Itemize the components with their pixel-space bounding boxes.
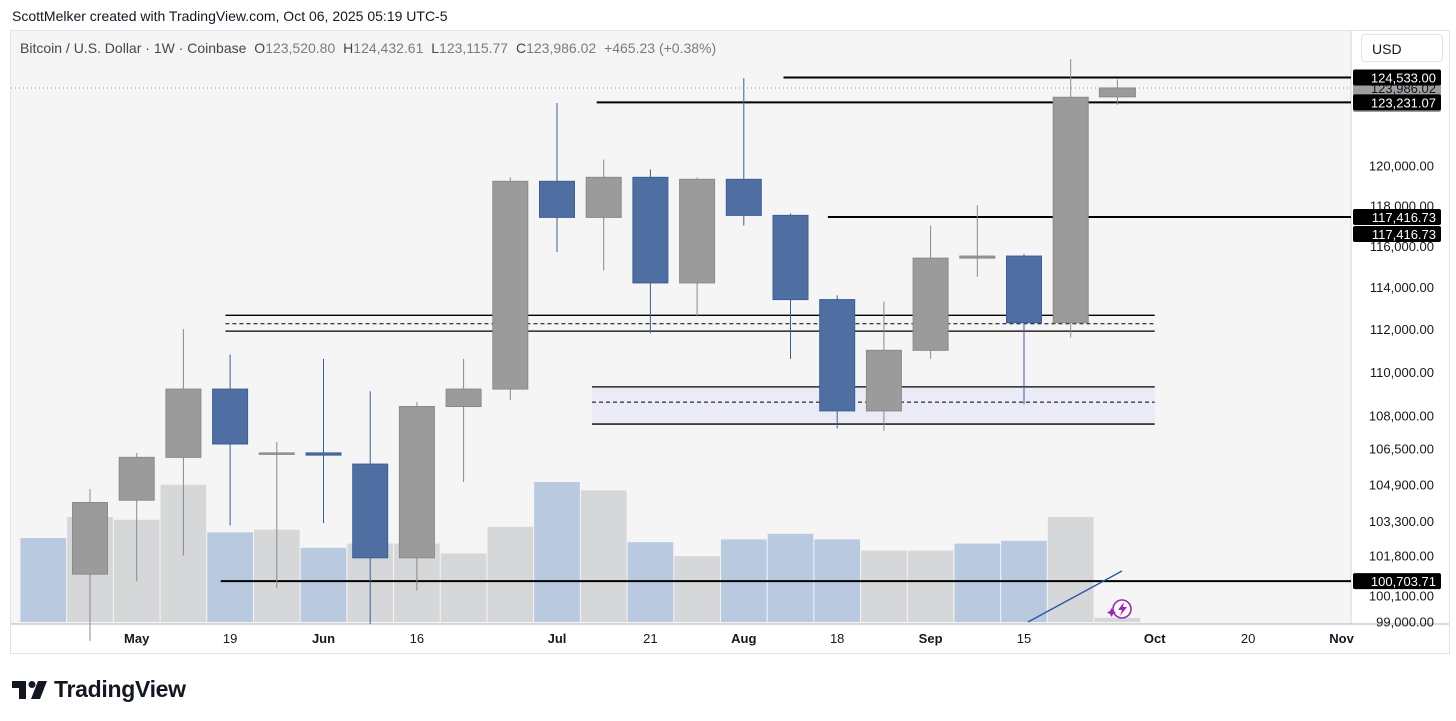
volume-bar: [674, 556, 720, 622]
level-price-tag: [1353, 209, 1441, 226]
candle-body[interactable]: [118, 456, 155, 501]
time-axis[interactable]: May 19 Jun 16 Jul 21 Aug 18 Sep 15 Oct 20 Nov: [124, 631, 1355, 646]
tradingview-logo-icon: [12, 680, 47, 699]
volume-bar: [1094, 617, 1141, 622]
candle-body[interactable]: [819, 299, 856, 412]
price-axis-label: 103,300.00: [1369, 514, 1434, 529]
time-axis-label: Jul: [548, 631, 567, 646]
price-axis-label: 104,900.00: [1369, 477, 1434, 492]
price-axis-label: 110,000.00: [1370, 365, 1434, 380]
price-axis-label: 114,000.00: [1370, 280, 1434, 295]
candle-body[interactable]: [772, 214, 809, 301]
candle-body[interactable]: [1052, 96, 1089, 324]
candle-body[interactable]: [1006, 255, 1042, 324]
time-axis-label: Oct: [1144, 631, 1166, 646]
trend-line[interactable]: [1027, 570, 1123, 623]
candle-body[interactable]: [165, 388, 202, 458]
level-price-tag-text: 123,231.07: [1371, 95, 1436, 110]
candles-layer: [72, 59, 1136, 641]
chart-attribution: ScottMelker created with TradingView.com…: [12, 8, 448, 24]
time-axis-label: Sep: [919, 631, 943, 646]
level-price-tag: [1353, 573, 1441, 590]
tradingview-logo-text: TradingView: [54, 676, 186, 702]
level-price-tag: [1353, 226, 1441, 243]
price-axis-label: 99,000.00: [1376, 615, 1434, 630]
volume-bar: [534, 482, 580, 622]
low-label: L: [431, 40, 440, 56]
level-price-tag-text: 100,703.71: [1371, 574, 1436, 589]
candle-body[interactable]: [865, 349, 902, 412]
candle-body[interactable]: [585, 176, 622, 218]
level-price-tag-text: 124,533.00: [1371, 71, 1436, 86]
tradingview-logo[interactable]: TradingView: [12, 676, 186, 703]
price-axis-label: 112,000.00: [1370, 322, 1434, 337]
time-axis-label: 16: [410, 631, 424, 646]
candle-body[interactable]: [1098, 87, 1136, 98]
candle-body[interactable]: [352, 463, 389, 559]
candle-body[interactable]: [912, 257, 949, 351]
symbol-title[interactable]: Bitcoin / U.S. Dollar · 1W · Coinbase: [20, 40, 247, 56]
close-label: C: [515, 40, 527, 56]
candle-body[interactable]: [258, 452, 295, 455]
chart-frame: [10, 30, 1450, 654]
time-axis-label: Aug: [731, 631, 756, 646]
volume-bar: [487, 526, 534, 622]
candle-body[interactable]: [632, 176, 669, 284]
price-axis[interactable]: 120,000.00118,000.00116,000.00114,000.00…: [1369, 158, 1434, 629]
time-axis-label: 18: [830, 631, 844, 646]
volume-bar: [907, 550, 954, 622]
candle-body[interactable]: [212, 388, 249, 445]
candle-body[interactable]: [539, 180, 575, 218]
price-axis-label: 108,000.00: [1369, 408, 1434, 423]
level-price-tag: [1353, 94, 1441, 111]
time-axis-label: 19: [223, 631, 237, 646]
close-value: 123,986.02: [526, 40, 597, 56]
currency-button[interactable]: USD: [1361, 34, 1443, 62]
volume-bar: [767, 533, 814, 622]
high-label: H: [343, 40, 354, 56]
time-axis-label: Jun: [312, 631, 335, 646]
price-axis-label: 101,800.00: [1369, 548, 1434, 563]
lightning-icon[interactable]: [1107, 599, 1132, 619]
candle-body[interactable]: [492, 180, 529, 390]
candle-body[interactable]: [725, 178, 762, 216]
candle-body[interactable]: [679, 178, 716, 284]
price-axis-label: 106,500.00: [1369, 441, 1434, 456]
time-axis-label: 21: [643, 631, 657, 646]
change-value: +465.23 (+0.38%): [604, 40, 717, 56]
candle-body[interactable]: [305, 452, 342, 456]
candle-body[interactable]: [445, 388, 482, 408]
chart-plot-background: [11, 31, 1351, 624]
high-value: 124,432.61: [353, 40, 424, 56]
level-price-tag: [1353, 69, 1441, 86]
price-axis-label: 120,000.00: [1369, 158, 1434, 173]
volume-bar: [580, 490, 627, 622]
price-axis-label: 100,100.00: [1369, 588, 1434, 603]
level-price-tag-text: 117,416.73: [1372, 210, 1436, 225]
time-axis-label: May: [124, 631, 150, 646]
volume-bar: [207, 532, 253, 622]
candle-body[interactable]: [398, 406, 435, 559]
time-axis-label: 15: [1017, 631, 1031, 646]
candle-body[interactable]: [959, 255, 996, 259]
volume-bar: [300, 547, 347, 622]
price-axis-label: 116,000.00: [1370, 239, 1434, 254]
symbol-legend: Bitcoin / U.S. Dollar · 1W · Coinbase O1…: [20, 40, 716, 56]
time-axis-label: Nov: [1329, 631, 1354, 646]
volume-bar: [1047, 517, 1094, 622]
price-tags-layer: 123,986.026d 14h124,533.00123,231.07117,…: [1353, 69, 1441, 590]
volume-bar: [440, 553, 487, 622]
time-axis-label: 20: [1241, 631, 1255, 646]
level-price-tag-text: 117,416.73: [1372, 227, 1436, 242]
open-value: 123,520.80: [265, 40, 336, 56]
volume-bar: [954, 543, 1001, 622]
volume-bar: [20, 538, 67, 622]
open-label: O: [254, 40, 266, 56]
candle-body[interactable]: [72, 501, 108, 575]
low-value: 123,115.77: [439, 40, 509, 56]
volume-bar: [861, 550, 907, 622]
